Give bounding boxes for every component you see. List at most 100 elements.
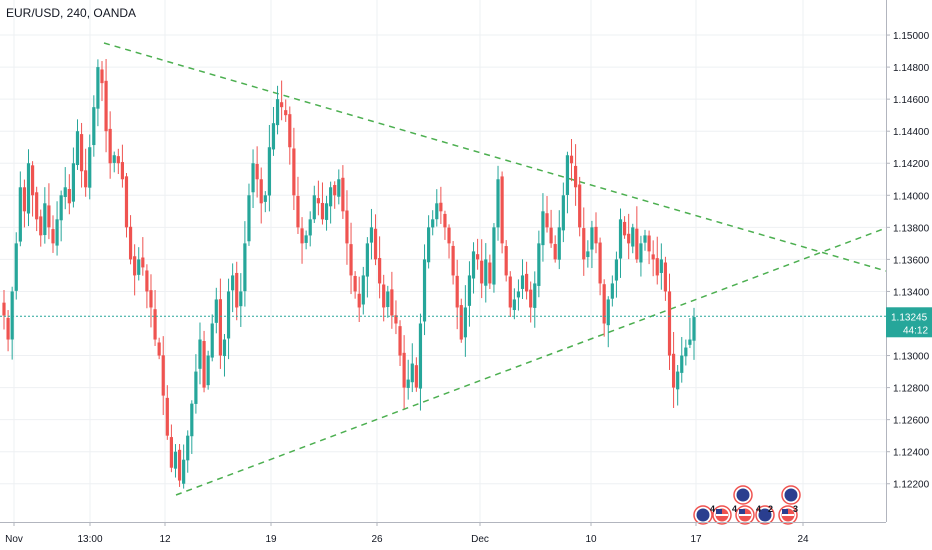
chart-grid [0, 0, 886, 522]
eu-flag-icon[interactable] [733, 485, 753, 505]
candle-body [251, 163, 255, 193]
price-axis[interactable]: 1.15000 1.14800 1.14600 1.14400 1.14200 1.140… [886, 0, 932, 550]
candle-body [161, 355, 165, 396]
candle-body [594, 226, 598, 244]
candle-body [680, 355, 684, 373]
symbol-title: EUR/USD, 240, OANDA [6, 6, 137, 20]
candle-body [79, 134, 84, 172]
us-flag-icon[interactable] [712, 505, 732, 525]
candle-body [55, 219, 59, 246]
candle-body [406, 379, 410, 388]
candle-body [610, 283, 614, 299]
candle-body [533, 283, 537, 308]
candle-body [345, 210, 349, 244]
candle-body [67, 188, 71, 204]
y-tick-label: 1.14200 [893, 159, 930, 170]
candle-body [639, 243, 643, 263]
candle-body [173, 451, 178, 469]
candle-body [586, 251, 590, 258]
candle-body [606, 299, 610, 326]
candle-body [435, 203, 439, 220]
x-tick-label: 17 [690, 534, 702, 545]
candle-body [47, 205, 51, 228]
candle-body [373, 228, 378, 260]
candle-body [30, 165, 35, 196]
price-axis-bg [886, 0, 932, 550]
candle-body [659, 259, 663, 273]
candle-body [525, 273, 529, 292]
trendline[interactable] [175, 227, 887, 496]
y-tick-label: 1.15000 [893, 31, 930, 42]
candle-body [120, 162, 125, 180]
candle-body [141, 257, 145, 268]
candle-body [361, 275, 365, 305]
candle-body [520, 275, 525, 289]
candle-body [443, 213, 447, 228]
candle-body [186, 435, 190, 461]
candle-body [337, 179, 341, 197]
countdown-label: 44:12 [903, 325, 928, 336]
candle-body [484, 259, 488, 286]
candle-body [92, 107, 96, 146]
candle-body [247, 195, 251, 242]
candle-body [124, 176, 129, 228]
candle-body [71, 163, 76, 202]
x-tick-label: 12 [159, 534, 171, 545]
candle-body [622, 221, 627, 236]
candle-body [480, 260, 484, 284]
candle-body [671, 353, 676, 388]
candle-body [418, 323, 423, 389]
candle-body [296, 195, 300, 228]
us-flag-icon[interactable] [735, 505, 755, 525]
eu-flag-icon[interactable] [781, 485, 801, 505]
candle-body [402, 352, 406, 388]
candle-body [112, 155, 116, 163]
us-flag-icon[interactable] [778, 505, 798, 525]
candle-body [663, 262, 668, 292]
candle-body [304, 235, 308, 243]
y-tick-label: 1.13400 [893, 287, 930, 298]
candle-body [590, 227, 594, 250]
candle-body [476, 254, 480, 260]
trendline[interactable] [103, 42, 887, 272]
candle-body [667, 291, 672, 356]
candle-body [308, 219, 312, 236]
candle-body [271, 123, 276, 150]
candle-body [488, 262, 492, 284]
time-axis[interactable]: Nov 13:00 12 19 26 Dec 10 17 24 [0, 522, 886, 545]
event-count-badge: 4 [710, 504, 715, 514]
candle-body [149, 290, 153, 308]
candle-body [133, 256, 137, 276]
candle-body [137, 259, 141, 275]
candle-body [145, 270, 149, 292]
candle-body [382, 284, 386, 308]
candle-body [541, 211, 545, 246]
candle-body [255, 163, 259, 180]
candle-body [365, 243, 369, 277]
candle-body [263, 195, 267, 202]
trendlines[interactable] [103, 42, 887, 496]
candle-body [467, 275, 472, 306]
candle-body [582, 228, 586, 260]
candle-body [573, 165, 578, 188]
eu-flag-icon[interactable] [693, 505, 713, 525]
x-tick-label: 24 [797, 534, 809, 545]
candle-body [565, 155, 570, 195]
candle-body [635, 228, 639, 260]
candle-body [676, 371, 680, 390]
current-price-label: 1.13245 [891, 312, 928, 323]
eu-flag-icon[interactable] [755, 505, 775, 525]
candle-body [631, 227, 635, 247]
candle-body [471, 251, 476, 279]
y-tick-label: 1.14800 [893, 63, 930, 74]
candle-body [349, 244, 353, 276]
candle-body [243, 243, 247, 292]
candle-body [545, 213, 549, 228]
candle-body [378, 258, 382, 284]
y-tick-label: 1.12400 [893, 448, 930, 459]
event-count-badge: 4 [732, 504, 737, 514]
x-tick-label: 10 [585, 534, 597, 545]
candle-body [300, 228, 304, 244]
